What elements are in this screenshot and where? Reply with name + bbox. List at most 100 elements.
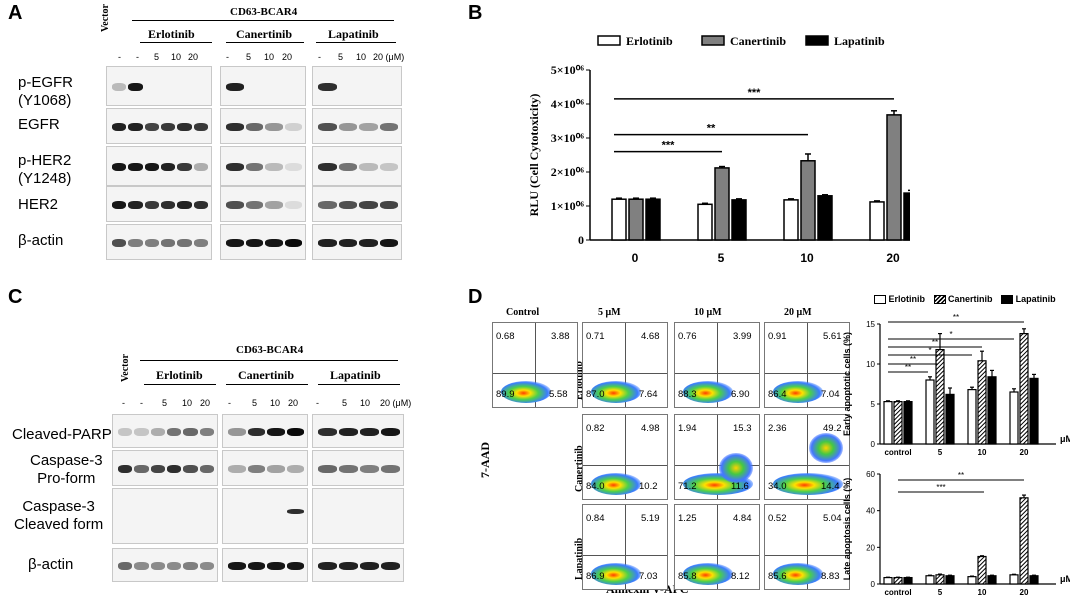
blot-band	[118, 562, 133, 570]
bar	[935, 348, 945, 445]
blot-band	[286, 509, 304, 514]
significance-label: ***	[662, 140, 676, 152]
blot-band	[112, 163, 127, 171]
bar	[925, 575, 935, 585]
quadrant-hline	[583, 555, 667, 557]
blot-band	[284, 163, 302, 171]
flow-plot: 1.94 15.3 71.2 11.6	[674, 414, 760, 500]
quadrant-value: 3.99	[733, 331, 752, 342]
dose-label: 5	[246, 52, 252, 62]
quadrant-value: 4.68	[641, 331, 660, 342]
row-label-her2: HER2	[18, 196, 59, 213]
flow-plot: 0.68 3.88 89.9 5.58	[492, 322, 578, 408]
quadrant-value: 7.03	[639, 571, 658, 582]
y-tick-label: 4×10⁰⁶	[551, 97, 585, 111]
y-axis-label: Late apoptosis cells (%)	[842, 478, 852, 581]
blot-band	[286, 428, 304, 436]
blot-strip	[112, 450, 218, 486]
dose-label: 5	[162, 398, 168, 408]
blot-band	[338, 201, 357, 209]
cell-cluster	[773, 381, 823, 403]
blot-band	[360, 465, 379, 473]
blot-band	[134, 428, 149, 436]
blot-band	[161, 123, 176, 131]
blot-band	[318, 201, 337, 209]
row-label-p-egfr: p-EGFR (Y1068)	[18, 74, 74, 109]
blot-strip	[312, 108, 402, 144]
bar	[869, 201, 885, 241]
blot-band	[167, 562, 182, 570]
blot-band	[338, 123, 357, 131]
blot-band	[267, 562, 285, 570]
blot-band	[118, 465, 133, 473]
quadrant-value: 85.8	[678, 571, 697, 582]
blot-band	[265, 123, 283, 131]
x-unit-label: μM	[1060, 434, 1070, 444]
blot-band	[183, 428, 198, 436]
dose-label: 10	[356, 52, 367, 62]
blot-band	[318, 83, 337, 91]
legend-d: Erlotinib Canertinib Lapatinib	[874, 294, 1056, 305]
quadrant-vline	[717, 415, 718, 499]
blot-band	[359, 123, 378, 131]
dose-label: 20	[200, 398, 211, 408]
blot-strip	[312, 146, 402, 186]
cell-cluster	[591, 563, 641, 585]
y-tick-label: 0	[871, 440, 876, 449]
row-label-caspase3-cleaved: Caspase-3 Cleaved form	[14, 498, 104, 533]
blot-band	[318, 123, 337, 131]
blot-band	[318, 239, 337, 247]
drug-label-erlotinib-a: Erlotinib	[148, 27, 195, 41]
quadrant-value: 87.0	[586, 389, 605, 400]
bar	[1019, 333, 1029, 445]
flow-plot: 0.76 3.99 88.3 6.90	[674, 322, 760, 408]
cytotoxicity-chart: 0 1×10⁰⁶ 2×10⁰⁶ 3×10⁰⁶ 4×10⁰⁶ 5×10⁰⁶ RLU (Cell…	[527, 34, 910, 265]
blot-band	[177, 163, 192, 171]
dose-label: 10	[264, 52, 275, 62]
bar	[883, 576, 893, 585]
x-tick-label: 20	[1020, 588, 1029, 597]
legend-canertinib-d: Canertinib	[948, 294, 993, 304]
quadrant-hline	[675, 555, 759, 557]
drug-label-erlotinib-c: Erlotinib	[156, 368, 203, 382]
vector-label-c: Vector	[120, 354, 131, 382]
significance-label: **	[905, 363, 911, 372]
blot-band	[134, 562, 149, 570]
blot-strip	[106, 66, 212, 106]
early-apoptosis-chart: 0 5 10 15 Early apoptotic cells (%) control 5 1…	[842, 313, 1070, 456]
y-tick-label: 40	[866, 507, 875, 516]
blot-band	[247, 428, 265, 436]
legend-swatch-erlotinib	[874, 295, 886, 305]
significance-label: ***	[748, 87, 762, 99]
blot-band	[318, 163, 337, 171]
quadrant-value: 0.76	[678, 331, 697, 342]
quadrant-value: 4.98	[641, 423, 660, 434]
quadrant-vline	[807, 415, 808, 499]
dose-label: -	[140, 398, 143, 408]
blot-band	[265, 239, 283, 247]
blot-band	[177, 201, 192, 209]
blot-band	[226, 83, 244, 91]
quadrant-value: 84.0	[586, 481, 605, 492]
dose-label: -	[122, 398, 125, 408]
bar	[903, 192, 910, 241]
quadrant-value: 49.2	[823, 423, 842, 434]
cell-cluster	[591, 473, 641, 495]
blot-band	[379, 163, 398, 171]
blot-strip	[312, 450, 404, 486]
quadrant-vline	[625, 505, 626, 589]
blot-band	[118, 428, 133, 436]
y-tick-label: 1×10⁰⁶	[551, 199, 585, 213]
bar	[1029, 377, 1039, 445]
blot-strip	[222, 414, 308, 448]
cell-cluster	[683, 563, 733, 585]
panel-b-label: B	[468, 2, 483, 24]
drug-label-lapatinib-a: Lapatinib	[328, 27, 379, 41]
blot-band	[199, 428, 214, 436]
col-header-10: 10 μM	[694, 307, 722, 318]
blot-strip	[112, 414, 218, 448]
quadrant-value: 14.4	[821, 481, 840, 492]
bar	[800, 160, 816, 241]
quadrant-value: 4.84	[733, 513, 752, 524]
blot-strip	[112, 548, 218, 582]
